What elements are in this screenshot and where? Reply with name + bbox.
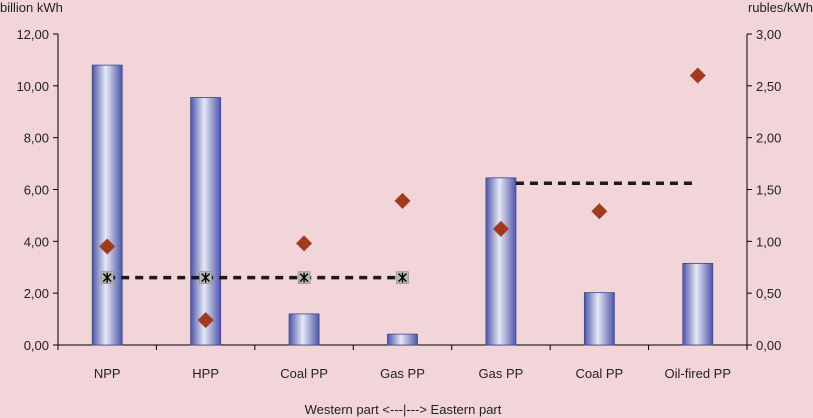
left-tick-label: 0,00 xyxy=(24,338,49,353)
category-label: Coal PP xyxy=(280,366,328,381)
bar xyxy=(682,262,714,346)
right-tick-label: 1,00 xyxy=(756,234,781,249)
category-label: Gas PP xyxy=(479,366,524,381)
left-tick-label: 12,00 xyxy=(16,27,49,42)
diamond-point xyxy=(197,312,214,329)
category-label: Gas PP xyxy=(380,366,425,381)
bar xyxy=(485,177,517,346)
diamond-point xyxy=(591,203,608,220)
bar xyxy=(190,97,222,346)
bar xyxy=(288,313,320,346)
diamond-point xyxy=(394,192,411,209)
diamond-point xyxy=(689,67,706,84)
left-tick-label: 4,00 xyxy=(24,234,49,249)
left-tick-label: 8,00 xyxy=(24,131,49,146)
category-label: Coal PP xyxy=(576,366,624,381)
left-tick-label: 10,00 xyxy=(16,79,49,94)
category-label: NPP xyxy=(94,366,121,381)
right-tick-label: 2,00 xyxy=(756,131,781,146)
left-tick-label: 2,00 xyxy=(24,286,49,301)
right-axis-title: rubles/kWh xyxy=(748,0,813,15)
right-tick-label: 3,00 xyxy=(756,27,781,42)
diamond-point xyxy=(296,235,313,252)
x-axis-title: Western part <---|---> Eastern part xyxy=(305,402,502,417)
bar xyxy=(387,333,418,346)
right-tick-label: 0,50 xyxy=(756,286,781,301)
right-tick-label: 2,50 xyxy=(756,79,781,94)
category-label: HPP xyxy=(192,366,219,381)
left-axis-title: billion kWh xyxy=(0,0,63,15)
left-tick-label: 6,00 xyxy=(24,183,49,198)
bar xyxy=(91,64,123,346)
diamond-point xyxy=(99,238,116,255)
right-tick-label: 0,00 xyxy=(756,338,781,353)
category-label: Oil-fired PP xyxy=(665,366,731,381)
diamond-point xyxy=(492,220,509,237)
right-tick-label: 1,50 xyxy=(756,183,781,198)
bar xyxy=(583,292,615,346)
